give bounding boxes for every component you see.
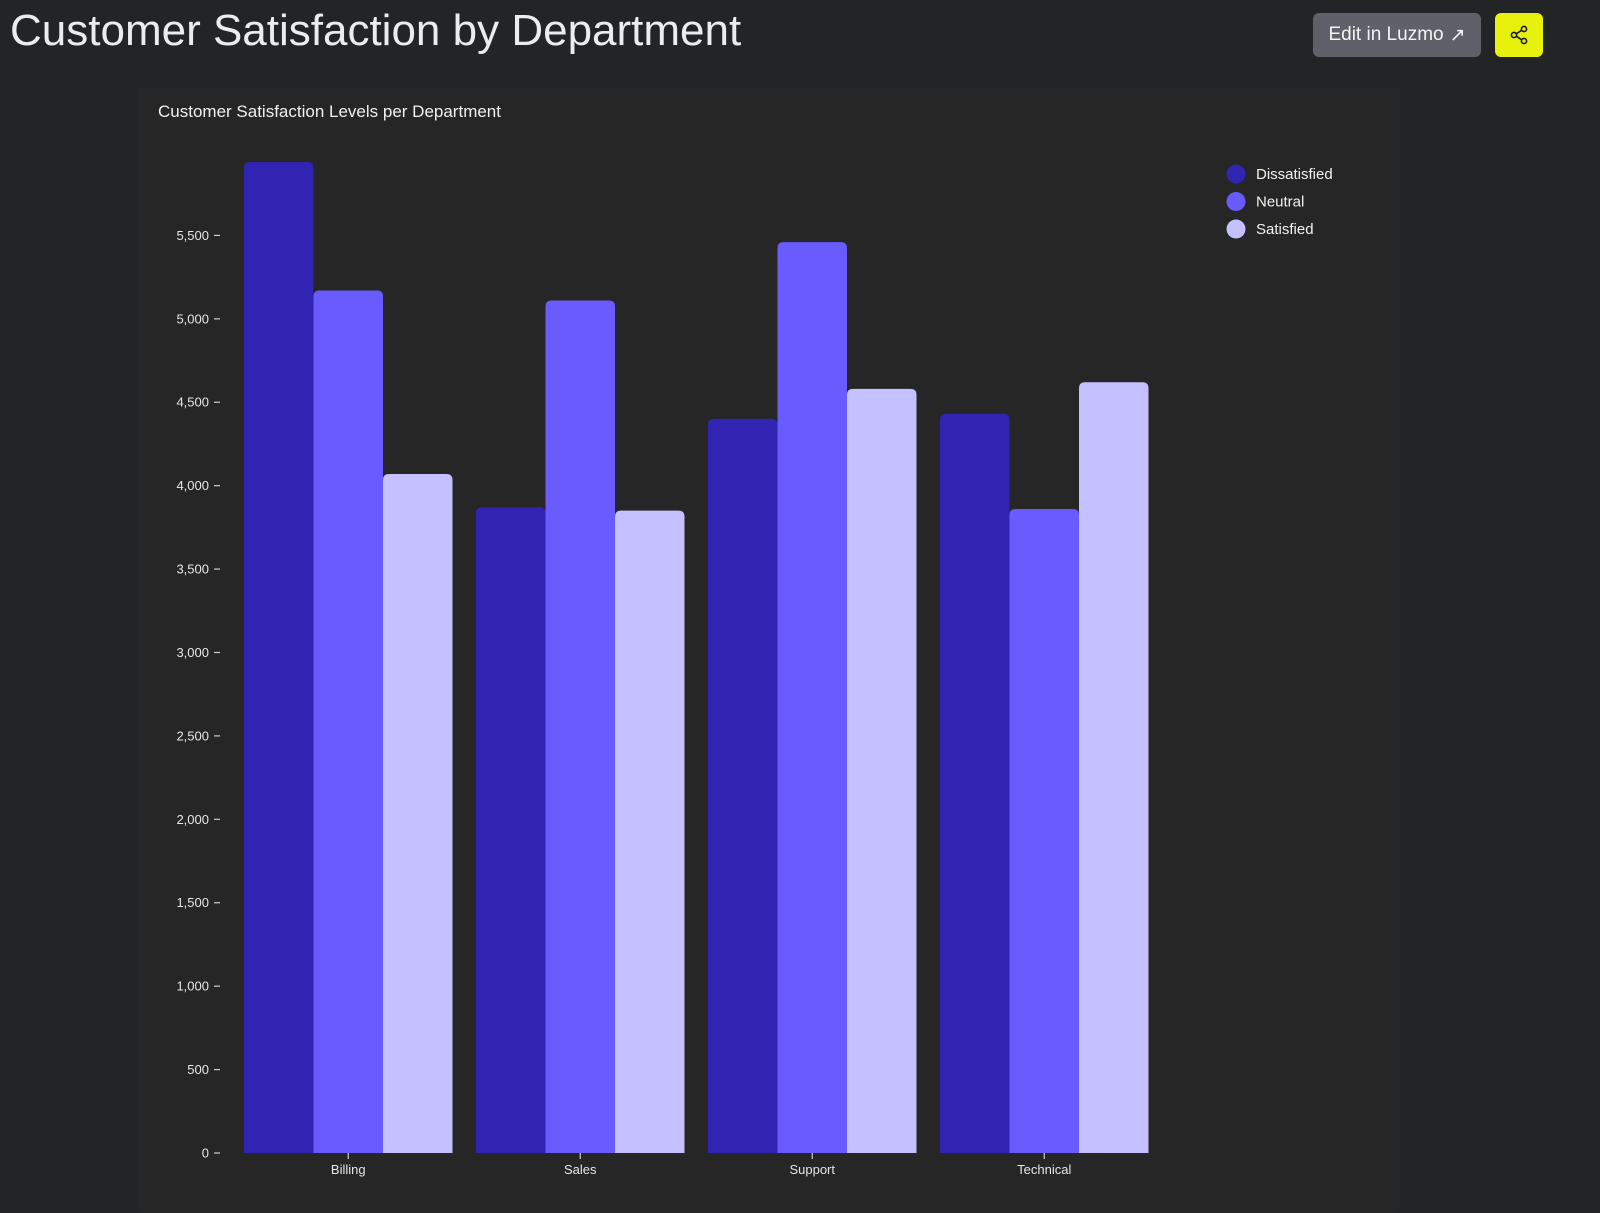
bar-billing-neutral	[313, 290, 383, 1153]
legend-label: Satisfied	[1256, 221, 1314, 238]
y-tick-label: 2,500	[176, 728, 209, 743]
bar-billing-satisfied	[383, 473, 453, 1154]
y-tick-label: 3,000	[176, 645, 209, 660]
y-tick-label: 1,500	[176, 895, 209, 910]
page-title: Customer Satisfaction by Department	[10, 6, 742, 55]
bar-technical-satisfied	[1079, 382, 1149, 1153]
y-tick-label: 2,000	[176, 812, 209, 827]
legend-label: Dissatisfied	[1256, 166, 1333, 183]
bar-technical-neutral	[1009, 509, 1079, 1153]
y-tick-label: 4,500	[176, 395, 209, 410]
x-tick-label: Support	[789, 1162, 835, 1177]
bar-technical-dissatisfied	[940, 413, 1010, 1153]
share-icon	[1510, 25, 1528, 45]
bar-sales-neutral	[545, 300, 615, 1154]
legend-swatch	[1226, 192, 1246, 211]
bar-sales-dissatisfied	[476, 507, 546, 1153]
legend-swatch	[1226, 164, 1246, 184]
bar-support-neutral	[777, 242, 847, 1153]
y-tick-label: 3,500	[176, 562, 209, 577]
top-bar: Customer Satisfaction by Department Edit…	[0, 0, 1600, 80]
arrow-up-right-icon: ↗	[1449, 24, 1466, 46]
legend-swatch	[1226, 219, 1246, 239]
bar-support-dissatisfied	[708, 418, 778, 1154]
x-tick-label: Sales	[564, 1162, 597, 1177]
y-tick-label: 5,000	[176, 311, 209, 326]
y-tick-label: 500	[187, 1062, 209, 1077]
share-button[interactable]	[1495, 13, 1543, 57]
y-tick-label: 1,000	[176, 979, 209, 994]
legend-label: Neutral	[1256, 194, 1304, 211]
bar-sales-satisfied	[615, 510, 685, 1153]
y-tick-label: 5,500	[176, 228, 209, 243]
x-tick-label: Billing	[331, 1162, 366, 1177]
bar-support-satisfied	[847, 388, 917, 1153]
x-tick-label: Technical	[1017, 1162, 1071, 1177]
edit-button-label: Edit in Luzmo	[1328, 24, 1444, 45]
y-tick-label: 0	[202, 1146, 209, 1161]
chart-title: Customer Satisfaction Levels per Departm…	[158, 102, 501, 121]
bar-billing-dissatisfied	[244, 162, 314, 1153]
edit-in-luzmo-button[interactable]: Edit in Luzmo ↗	[1313, 13, 1481, 57]
y-tick-label: 4,000	[176, 478, 209, 493]
